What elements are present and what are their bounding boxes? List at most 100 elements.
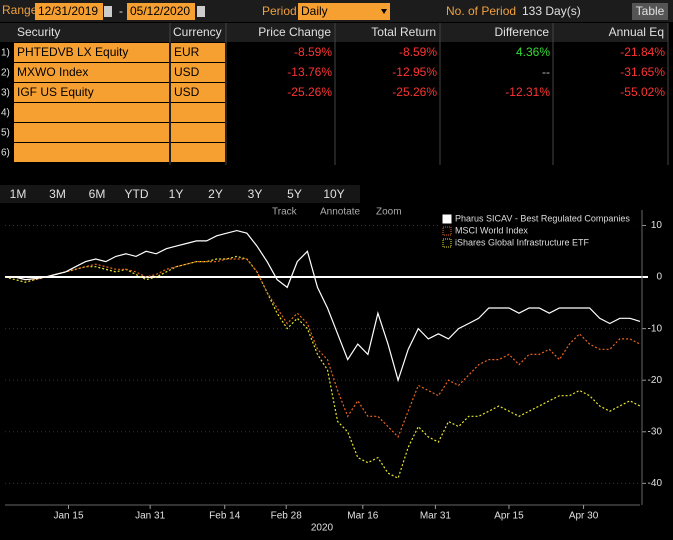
period-label: Period [262, 4, 297, 18]
security-cell[interactable] [14, 123, 169, 142]
row-number: 4) [1, 108, 10, 119]
security-cell[interactable] [14, 63, 169, 82]
period-label[interactable]: 1Y [169, 187, 184, 201]
metric-value: -8.59% [399, 45, 437, 59]
period-label[interactable]: YTD [125, 187, 149, 201]
series-line [5, 258, 641, 438]
y-tick-label: -20 [648, 375, 663, 386]
start-date-input[interactable] [35, 3, 103, 20]
currency-cell[interactable] [171, 103, 225, 122]
currency: USD [174, 85, 200, 99]
period-label[interactable]: 6M [89, 187, 106, 201]
date-separator: - [119, 4, 123, 18]
currency-cell[interactable] [171, 43, 225, 62]
end-date-input[interactable] [127, 3, 195, 20]
legend-label: iShares Global Infrastructure ETF [455, 237, 590, 247]
currency-cell[interactable] [171, 63, 225, 82]
x-tick-label: Jan 15 [53, 511, 83, 522]
period-buttons: 1M 3M 6M YTD 1Y 2Y 3Y 5Y 10Y [0, 185, 360, 203]
count-value: 133 Day(s) [522, 4, 581, 18]
period-label[interactable]: 5Y [287, 187, 302, 201]
legend-swatch [442, 214, 452, 224]
security-name: MXWO Index [17, 65, 88, 79]
column-header: Total Return [371, 25, 436, 39]
metric-value: -- [542, 65, 550, 79]
currency-cell[interactable] [171, 123, 225, 142]
x-tick-label: Mar 16 [347, 511, 379, 522]
metric-value: -8.59% [294, 45, 332, 59]
period-button[interactable] [238, 186, 272, 202]
x-tick-label: Apr 15 [494, 511, 524, 522]
row-number: 5) [1, 128, 10, 139]
count-label: No. of Period [446, 4, 516, 18]
period-button[interactable] [159, 186, 193, 202]
metric-value: -25.26% [287, 85, 332, 99]
security-cell[interactable] [14, 83, 169, 102]
x-axis-label: 2020 [311, 523, 334, 534]
table-button-label: Table [636, 4, 665, 18]
x-tick-label: Feb 28 [271, 511, 303, 522]
y-tick-label: 10 [651, 220, 663, 231]
series-line [5, 229, 641, 383]
row-number: 3) [1, 88, 10, 99]
period-label[interactable]: 3Y [248, 187, 263, 201]
security-cell[interactable] [14, 143, 169, 162]
chart-background [0, 205, 673, 540]
legend-swatch [442, 238, 452, 248]
x-tick-label: Jan 31 [135, 511, 165, 522]
legend-box [438, 212, 638, 256]
column-header: Price Change [258, 25, 331, 39]
calendar-icon[interactable] [197, 6, 205, 17]
period-button[interactable] [277, 186, 312, 202]
x-tick-label: Apr 30 [569, 511, 599, 522]
chart: Track Annotate Zoom 10 0 -10 -20 -30 -40 Jan 15 Ja… [0, 205, 673, 540]
currency: USD [174, 65, 200, 79]
currency-cell[interactable] [171, 143, 225, 162]
y-tick-label: -40 [648, 478, 663, 489]
metric-value: -55.02% [620, 85, 665, 99]
x-tick-label: Mar 31 [420, 511, 452, 522]
column-header: Security [17, 25, 60, 39]
column-header: Currency [173, 25, 222, 39]
security-name: IGF US Equity [17, 85, 94, 99]
currency-cell[interactable] [171, 83, 225, 102]
chart-tool[interactable]: Annotate [320, 207, 360, 218]
calendar-icon[interactable] [104, 6, 112, 17]
metric-value: -31.65% [620, 65, 665, 79]
range-label: Range [2, 3, 38, 17]
currency: EUR [174, 45, 200, 59]
period-label[interactable]: 10Y [323, 187, 344, 201]
period-label[interactable]: 1M [10, 187, 27, 201]
period-button[interactable] [80, 186, 114, 202]
period-button[interactable] [40, 186, 75, 202]
column-header: Annual Eq [609, 25, 664, 39]
chart-tool[interactable]: Zoom [376, 207, 402, 218]
metric-value: -12.31% [505, 85, 550, 99]
period-dropdown[interactable] [298, 3, 390, 20]
row-number: 2) [1, 68, 10, 79]
period-button[interactable] [317, 186, 351, 202]
metric-value: -21.84% [620, 45, 665, 59]
legend-label: MSCI World Index [455, 225, 528, 235]
y-tick-label: 0 [656, 272, 662, 283]
period-label[interactable]: 3M [49, 187, 66, 201]
chart-tool[interactable]: Track [272, 207, 298, 218]
period-button[interactable] [1, 186, 35, 202]
period-value: Daily [301, 4, 328, 18]
metric-value: 4.36% [516, 45, 550, 59]
security-name: PHTEDVB LX Equity [17, 45, 128, 59]
metric-value: -12.95% [392, 65, 437, 79]
header-row [0, 23, 668, 42]
period-button[interactable] [119, 186, 154, 202]
period-button[interactable] [198, 186, 233, 202]
table-button[interactable] [632, 3, 668, 20]
period-label[interactable]: 2Y [208, 187, 223, 201]
column-header: Difference [495, 25, 550, 39]
end-date: 05/12/2020 [130, 4, 190, 18]
security-cell[interactable] [14, 103, 169, 122]
series-line [4, 255, 641, 480]
security-cell[interactable] [14, 43, 169, 62]
y-tick-label: -10 [648, 323, 663, 334]
